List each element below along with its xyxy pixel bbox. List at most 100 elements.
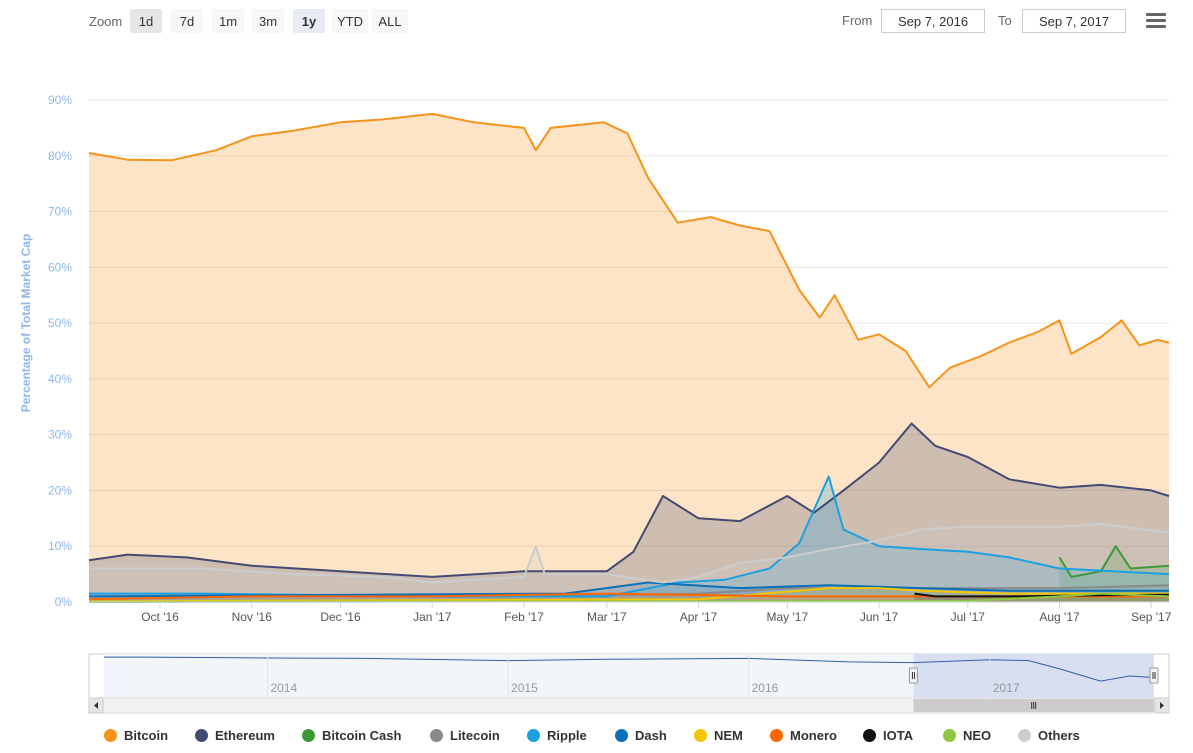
legend-item-others[interactable]: Others <box>1018 728 1080 743</box>
line-nem[interactable] <box>88 587 1169 603</box>
legend-marker-icon <box>863 729 876 742</box>
legend-label: Ripple <box>547 728 587 743</box>
legend-marker-icon <box>615 729 628 742</box>
zoom-all-button[interactable]: ALL <box>372 9 408 33</box>
area-bitcoin <box>89 113 1169 603</box>
x-tick-label: Oct '16 <box>141 610 179 624</box>
x-tick-label: May '17 <box>766 610 808 624</box>
legend-label: Monero <box>790 728 837 743</box>
line-monero[interactable] <box>88 592 1169 601</box>
legend-label: Ethereum <box>215 728 275 743</box>
x-tick-label: Feb '17 <box>504 610 544 624</box>
y-tick-label: 80% <box>48 149 72 163</box>
line-bitcoin-cash[interactable] <box>1058 545 1170 578</box>
hamburger-menu-icon[interactable] <box>1146 13 1166 29</box>
line-dash[interactable] <box>88 581 1169 598</box>
x-tick-label: Apr '17 <box>680 610 718 624</box>
legend-marker-icon <box>195 729 208 742</box>
legend-label: Others <box>1038 728 1080 743</box>
y-tick-label: 90% <box>48 93 72 107</box>
series-areas <box>89 113 1169 603</box>
legend-marker-icon <box>527 729 540 742</box>
legend-marker-icon <box>104 729 117 742</box>
legend-item-neo[interactable]: NEO <box>943 728 991 743</box>
y-tick-label: 20% <box>48 483 72 497</box>
from-label: From <box>842 13 873 28</box>
line-ethereum[interactable] <box>88 422 1170 578</box>
legend-marker-icon <box>694 729 707 742</box>
legend-item-dash[interactable]: Dash <box>615 728 667 743</box>
legend-label: IOTA <box>883 728 914 743</box>
navigator-left-handle[interactable] <box>908 667 918 684</box>
navigator-year-label: 2015 <box>511 681 538 695</box>
legend-marker-icon <box>430 729 443 742</box>
navigator-year-label: 2016 <box>752 681 779 695</box>
from-date-input[interactable] <box>881 9 985 33</box>
navigator-year-label: 2014 <box>270 681 297 695</box>
zoom-1m-button[interactable]: 1m <box>212 9 244 33</box>
zoom-label: Zoom <box>89 14 123 29</box>
area-neo <box>89 593 1169 602</box>
legend-label: Bitcoin <box>124 728 169 743</box>
x-tick-label: Nov '16 <box>232 610 273 624</box>
navigator-selection[interactable] <box>913 654 1154 698</box>
legend-label: NEO <box>963 728 992 743</box>
navigator[interactable]: 2014 2015 2016 2017 <box>88 653 1170 714</box>
legend-marker-icon <box>302 729 315 742</box>
to-date-input[interactable] <box>1022 9 1126 33</box>
zoom-1y-button[interactable]: 1y <box>293 9 325 33</box>
line-neo[interactable] <box>88 592 1170 603</box>
legend-item-litecoin[interactable]: Litecoin <box>430 728 500 743</box>
line-others[interactable] <box>89 522 1170 584</box>
y-axis-label: Percentage of Total Market Cap <box>19 234 33 413</box>
line-bitcoin[interactable] <box>88 112 1170 389</box>
area-nem <box>89 588 1169 602</box>
legend-marker-icon <box>943 729 956 742</box>
x-tick-label: Jul '17 <box>951 610 986 624</box>
x-tick-label: Sep '17 <box>1131 610 1172 624</box>
area-others <box>89 523 1169 602</box>
zoom-1d-button[interactable]: 1d <box>130 9 162 33</box>
y-tick-label: 40% <box>48 372 72 386</box>
y-axis-ticks: 0% 10% 20% 30% 40% 50% 60% 70% 80% 90% <box>48 93 72 609</box>
y-tick-label: 50% <box>48 316 72 330</box>
area-ripple <box>89 476 1169 602</box>
navigator-year-label: 2017 <box>993 681 1020 695</box>
legend-item-bitcoin[interactable]: Bitcoin <box>104 728 168 743</box>
x-tick-label: Mar '17 <box>587 610 627 624</box>
to-label: To <box>998 13 1012 28</box>
x-tick-label: Dec '16 <box>320 610 361 624</box>
line-ripple[interactable] <box>89 475 1170 598</box>
y-tick-label: 60% <box>48 260 72 274</box>
legend-label: Litecoin <box>450 728 500 743</box>
scroll-right-arrow-icon <box>1160 702 1164 709</box>
area-ethereum <box>89 423 1169 602</box>
scroll-left-arrow-icon <box>94 702 98 709</box>
legend-marker-icon <box>1018 729 1031 742</box>
legend-label: NEM <box>714 728 743 743</box>
x-tick-label: Jan '17 <box>413 610 452 624</box>
zoom-7d-button[interactable]: 7d <box>171 9 203 33</box>
x-axis-ticks: Oct '16 Nov '16 Dec '16 Jan '17 Feb '17 Mar '… <box>89 601 1172 624</box>
market-cap-area-chart: 0% 10% 20% 30% 40% 50% 60% 70% 80% 90% Oct '16 Nov… <box>19 93 1172 714</box>
legend-label: Bitcoin Cash <box>322 728 402 743</box>
legend-label: Dash <box>635 728 667 743</box>
legend-item-ethereum[interactable]: Ethereum <box>195 728 275 743</box>
zoom-ytd-button[interactable]: YTD <box>332 9 368 33</box>
legend-item-nem[interactable]: NEM <box>694 728 743 743</box>
legend-item-bitcoin-cash[interactable]: Bitcoin Cash <box>302 728 401 743</box>
legend-item-ripple[interactable]: Ripple <box>527 728 587 743</box>
navigator-series-line <box>104 656 1155 682</box>
series-lines <box>88 112 1170 603</box>
legend-item-iota[interactable]: IOTA <box>863 728 913 743</box>
zoom-3m-button[interactable]: 3m <box>252 9 284 33</box>
y-tick-label: 10% <box>48 539 72 553</box>
legend-item-monero[interactable]: Monero <box>770 728 837 743</box>
range-selector-toolbar: Zoom 1d 7d 1m 3m 1y YTD ALL From To <box>0 0 1193 40</box>
grid-lines <box>89 99 1169 603</box>
y-tick-label: 70% <box>48 205 72 219</box>
x-tick-label: Aug '17 <box>1039 610 1080 624</box>
y-tick-label: 0% <box>55 595 73 609</box>
navigator-right-handle[interactable] <box>1149 667 1159 684</box>
legend-marker-icon <box>770 729 783 742</box>
